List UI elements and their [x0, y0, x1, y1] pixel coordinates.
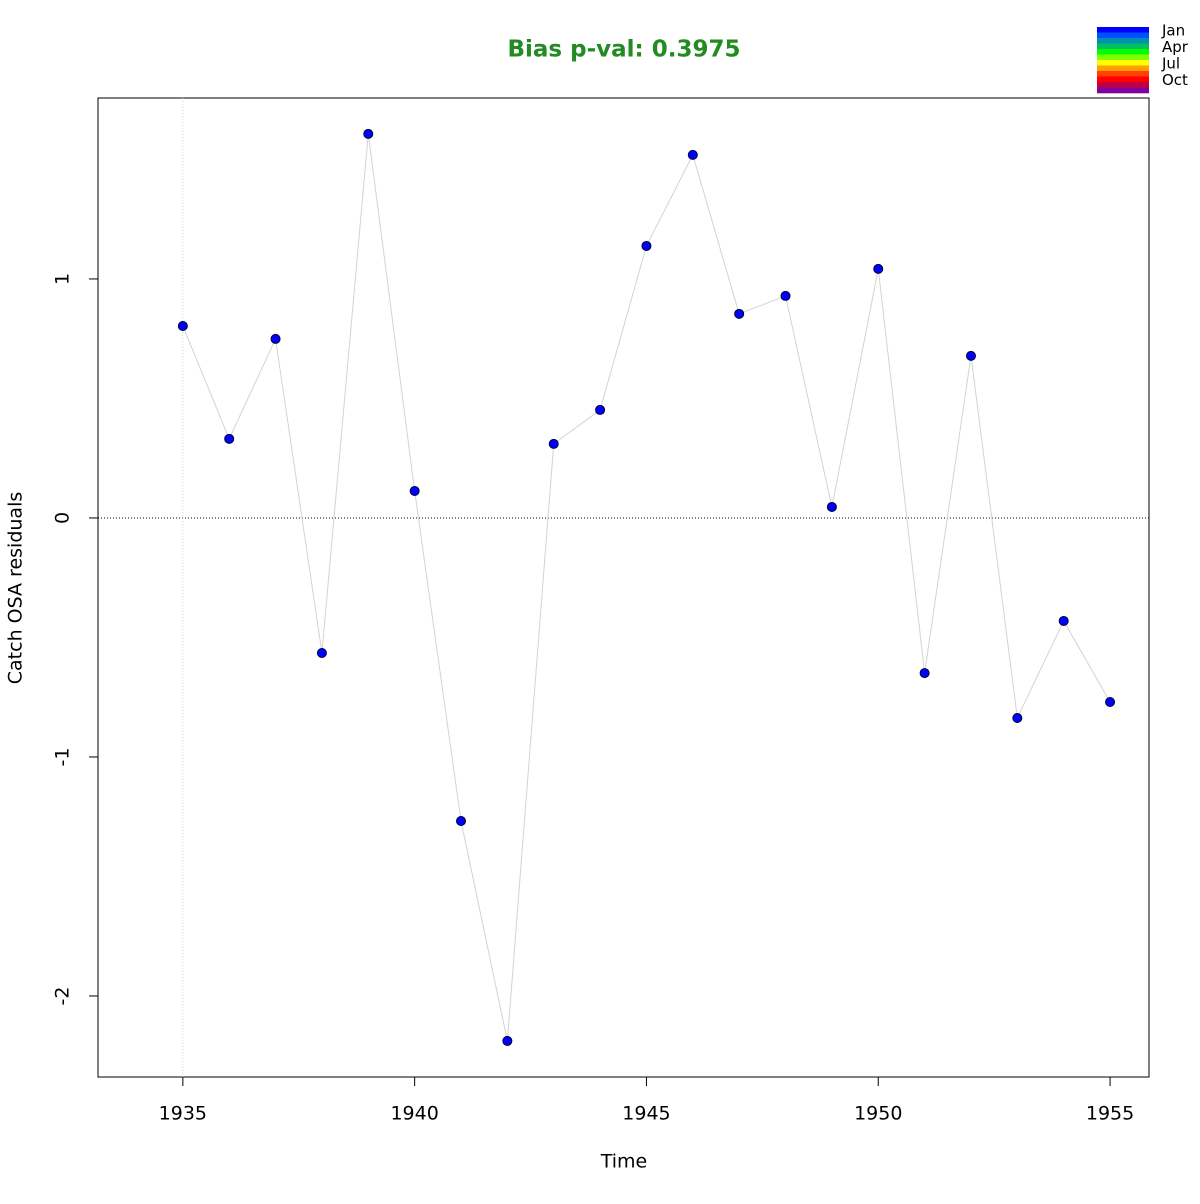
data-point [780, 290, 791, 301]
data-point [456, 816, 467, 827]
chart-title: Bias p-val: 0.3975 [508, 37, 741, 63]
data-point [548, 438, 559, 449]
legend-label: Oct [1162, 71, 1188, 89]
legend-color-band [1097, 65, 1149, 72]
y-tick-label: 0 [52, 512, 74, 524]
y-tick-label: -1 [52, 747, 74, 766]
legend-color-band [1097, 32, 1149, 39]
y-tick-label: 1 [52, 273, 74, 285]
legend-color-band [1097, 49, 1149, 55]
data-point [316, 647, 327, 658]
data-point [826, 501, 837, 512]
data-point [919, 668, 930, 679]
data-point [873, 263, 884, 274]
plot-frame [97, 97, 1150, 1078]
legend-color-band [1097, 27, 1149, 33]
legend-label: Jul [1161, 54, 1180, 72]
legend-color-band [1097, 87, 1149, 94]
data-point [1012, 713, 1023, 724]
data-point [409, 485, 420, 496]
legend-label: Jan [1161, 21, 1185, 39]
x-axis-label: Time [600, 1151, 648, 1173]
data-point [1058, 615, 1069, 626]
legend-color-band [1097, 38, 1149, 44]
x-tick-label: 1950 [854, 1103, 902, 1125]
data-point [270, 333, 281, 344]
x-tick-label: 1955 [1086, 1103, 1134, 1125]
y-axis-label: Catch OSA residuals [5, 492, 27, 684]
y-tick-label: -2 [52, 986, 74, 1005]
x-tick-label: 1940 [390, 1103, 438, 1125]
x-tick-label: 1935 [159, 1103, 207, 1125]
data-point [734, 308, 745, 319]
legend-color-band [1097, 54, 1149, 61]
data-point [224, 433, 235, 444]
legend-color-band [1097, 82, 1149, 88]
legend-color-band [1097, 76, 1149, 83]
legend-color-band [1097, 60, 1149, 66]
data-point [641, 240, 652, 251]
data-point [363, 128, 374, 139]
legend-color-band [1097, 71, 1149, 77]
legend-color-band [1097, 43, 1149, 50]
legend-label: Apr [1162, 38, 1189, 56]
data-point [595, 404, 606, 415]
data-point [1105, 696, 1116, 707]
data-point [502, 1035, 513, 1046]
data-point [177, 321, 188, 332]
data-point [687, 149, 698, 160]
x-tick-label: 1945 [622, 1103, 670, 1125]
data-point [965, 350, 976, 361]
